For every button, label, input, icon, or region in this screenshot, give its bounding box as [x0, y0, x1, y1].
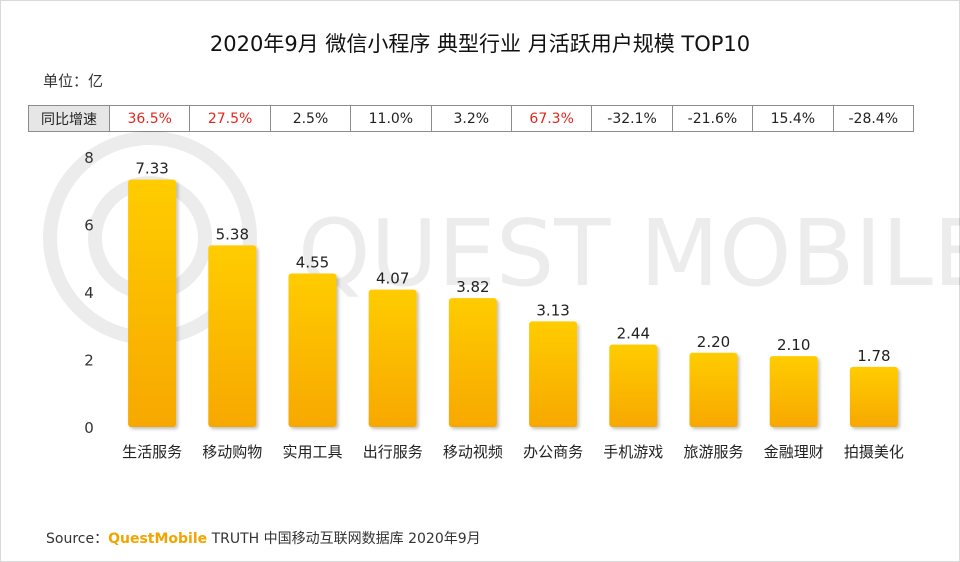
yoy-cell: -28.4% — [832, 105, 915, 132]
bar — [609, 344, 658, 427]
x-category-label: 办公商务 — [523, 443, 583, 461]
x-category-label: 移动视频 — [443, 443, 503, 461]
yoy-cell: 27.5% — [189, 105, 271, 132]
x-category-label: 金融理财 — [764, 443, 824, 461]
x-category-label: 手机游戏 — [603, 443, 663, 461]
yoy-cell: -32.1% — [591, 105, 673, 132]
bar — [769, 356, 818, 427]
bar-value-label: 2.10 — [777, 336, 810, 354]
y-axis: 0 2 4 6 8 — [84, 149, 94, 437]
bar-value-label: 2.20 — [697, 333, 730, 351]
watermark: QUEST MOBILE — [43, 131, 960, 345]
yoy-growth-row: 同比增速 36.5% 27.5% 2.5% 11.0% 3.2% 67.3% -32.1% -… — [28, 105, 915, 132]
bar — [208, 245, 257, 427]
bar-series — [128, 179, 898, 427]
watermark-text: QUEST MOBILE — [298, 200, 960, 307]
y-tick-label: 6 — [84, 217, 94, 235]
y-tick-label: 0 — [84, 419, 94, 437]
value-labels: 7.33 5.38 4.55 4.07 3.82 3.13 2.44 2.20 2.10 1.78 — [135, 160, 890, 365]
yoy-cell: 36.5% — [108, 105, 191, 132]
unit-label: 单位：亿 — [43, 72, 104, 90]
x-category-label: 出行服务 — [363, 443, 423, 461]
bar-value-label: 1.78 — [857, 347, 890, 365]
source-prefix: Source： — [46, 531, 109, 547]
source-note: Source：QuestMobile TRUTH 中国移动互联网数据库 2020… — [46, 528, 481, 548]
bar — [529, 321, 578, 427]
x-category-label: 拍摄美化 — [844, 443, 904, 461]
x-category-label: 实用工具 — [282, 443, 342, 461]
yoy-cell: 2.5% — [269, 105, 352, 132]
bar-value-label: 4.55 — [296, 253, 329, 271]
bar — [288, 273, 337, 427]
yoy-cell: 15.4% — [752, 105, 834, 132]
x-category-label: 旅游服务 — [683, 443, 743, 461]
y-tick-label: 2 — [84, 352, 94, 370]
bar — [128, 179, 177, 427]
bar — [448, 298, 497, 427]
bar — [849, 366, 898, 427]
x-axis: 生活服务 移动购物 实用工具 出行服务 移动视频 办公商务 手机游戏 旅游服务 金融理财 拍摄美化 — [122, 443, 904, 461]
yoy-cell: 3.2% — [430, 105, 512, 132]
bar-value-label: 3.82 — [456, 278, 489, 296]
yoy-growth-table: 同比增速 36.5% 27.5% 2.5% 11.0% 3.2% 67.3% -32.1% -… — [28, 105, 915, 132]
yoy-header-cell: 同比增速 — [28, 105, 110, 132]
x-category-label: 生活服务 — [122, 443, 182, 461]
yoy-cell: 11.0% — [350, 105, 432, 132]
bar-value-label: 2.44 — [617, 325, 650, 343]
chart-title: 2020年9月 微信小程序 典型行业 月活跃用户规模 TOP10 — [209, 32, 751, 56]
bar-value-label: 7.33 — [135, 160, 168, 178]
x-category-label: 移动购物 — [202, 443, 262, 461]
source-rest: TRUTH 中国移动互联网数据库 2020年9月 — [207, 531, 481, 547]
y-tick-label: 8 — [84, 149, 94, 167]
y-tick-label: 4 — [84, 284, 94, 302]
source-brand: QuestMobile — [108, 531, 208, 547]
bar-value-label: 5.38 — [216, 225, 249, 243]
bar-value-label: 4.07 — [376, 270, 409, 288]
yoy-cell: 67.3% — [510, 105, 593, 132]
bar — [368, 289, 417, 427]
yoy-cell: -21.6% — [671, 105, 754, 132]
bar — [689, 352, 738, 427]
bar-value-label: 3.13 — [536, 301, 569, 319]
